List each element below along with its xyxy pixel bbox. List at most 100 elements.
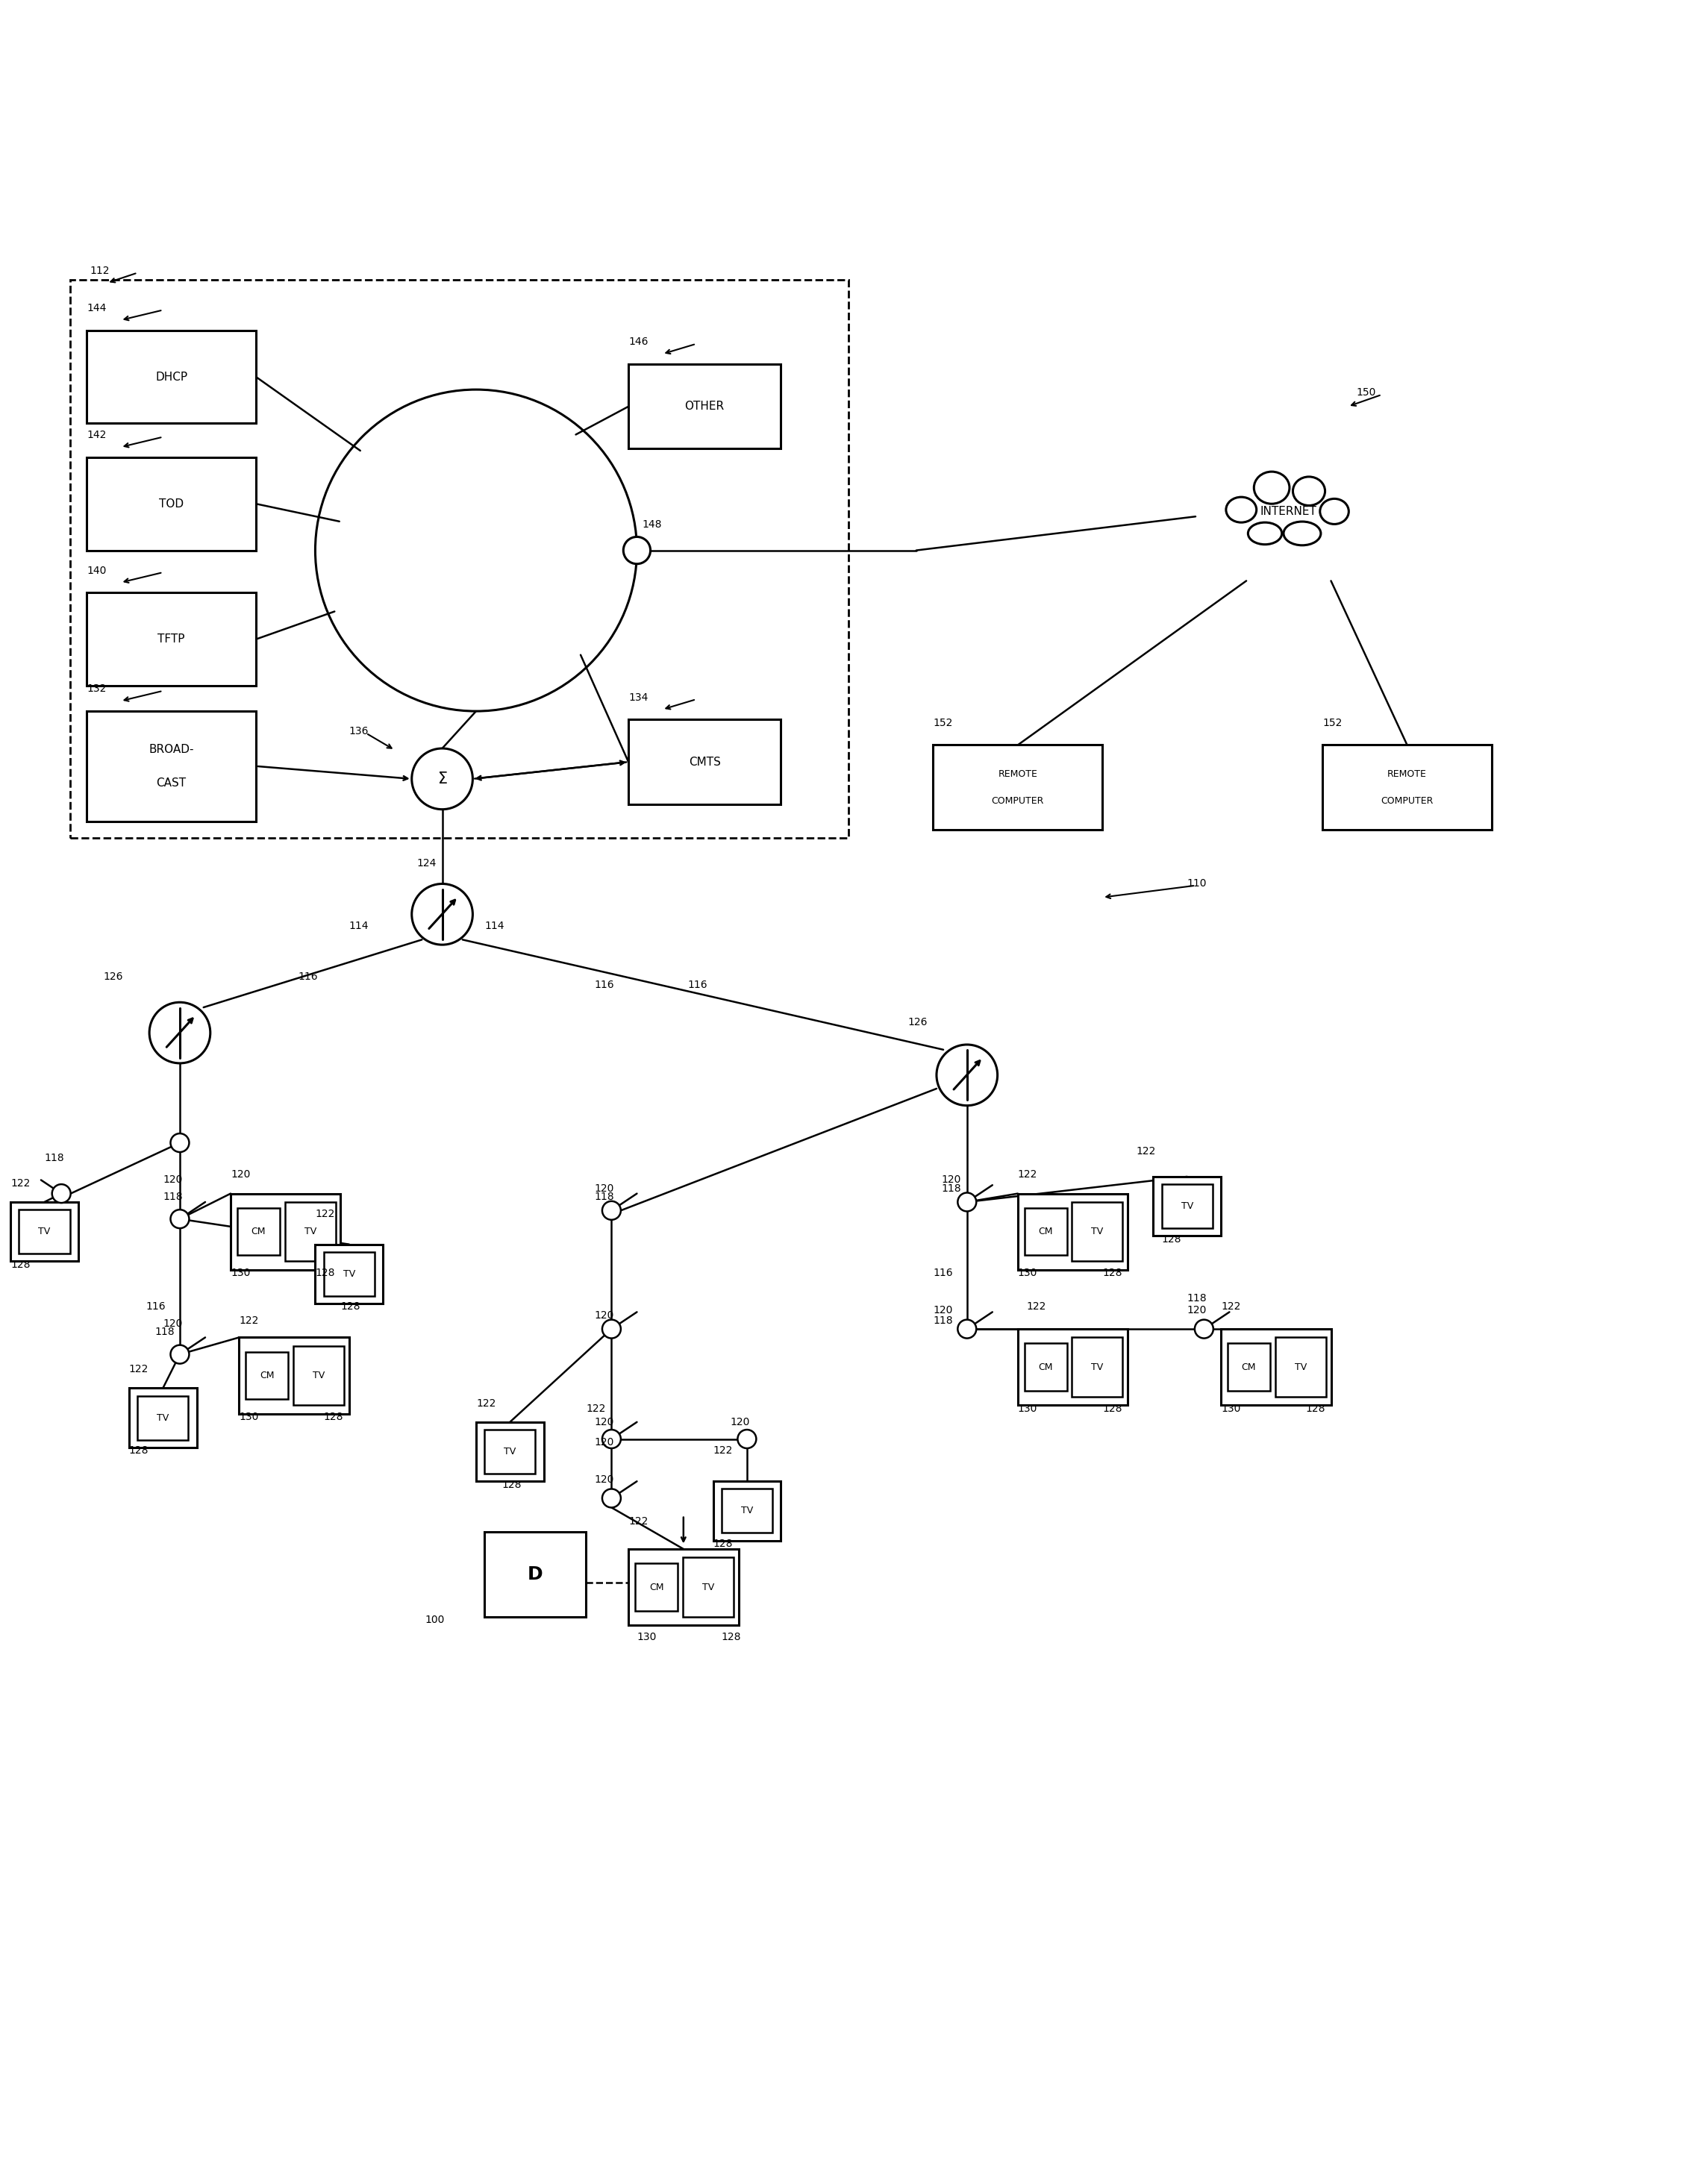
Text: 144: 144 [87, 304, 107, 312]
Text: 128: 128 [316, 1267, 334, 1278]
Circle shape [316, 389, 636, 712]
Text: 120: 120 [942, 1175, 961, 1186]
Text: TV: TV [343, 1269, 355, 1280]
Text: TV: TV [1091, 1363, 1103, 1372]
Circle shape [602, 1201, 621, 1221]
Circle shape [738, 1431, 757, 1448]
Bar [285, 1201, 336, 1262]
Text: 126: 126 [908, 1018, 928, 1029]
Bar [628, 719, 781, 804]
Text: 128: 128 [713, 1538, 733, 1548]
Bar [246, 1352, 288, 1400]
Text: 120: 120 [163, 1319, 183, 1330]
Text: 120: 120 [933, 1306, 952, 1315]
Bar [682, 1557, 733, 1616]
Text: TV: TV [742, 1507, 753, 1516]
Text: DHCP: DHCP [154, 371, 187, 382]
Circle shape [957, 1319, 976, 1339]
Text: 116: 116 [687, 981, 708, 989]
Circle shape [170, 1345, 188, 1363]
Text: 130: 130 [1018, 1402, 1037, 1413]
Text: 128: 128 [1103, 1267, 1122, 1278]
Bar [1154, 1177, 1220, 1236]
Text: D: D [528, 1566, 543, 1583]
Text: CM: CM [251, 1227, 266, 1236]
Circle shape [412, 749, 473, 810]
Text: TV: TV [304, 1227, 316, 1236]
Bar [1025, 1208, 1067, 1256]
Text: 150: 150 [1356, 387, 1376, 397]
Bar [294, 1345, 344, 1404]
Text: 114: 114 [350, 922, 368, 930]
Text: CM: CM [648, 1581, 664, 1592]
Text: 118: 118 [933, 1315, 954, 1326]
Text: TV: TV [1181, 1201, 1193, 1212]
Text: 128: 128 [1162, 1234, 1181, 1245]
Text: 118: 118 [154, 1328, 175, 1337]
Text: COMPUTER: COMPUTER [991, 795, 1044, 806]
Circle shape [149, 1002, 210, 1064]
Text: 128: 128 [324, 1411, 343, 1422]
Text: 118: 118 [942, 1184, 962, 1195]
Bar [713, 1481, 781, 1540]
Text: 116: 116 [594, 981, 614, 989]
Circle shape [1195, 1319, 1213, 1339]
Text: TV: TV [1295, 1363, 1307, 1372]
Text: 122: 122 [713, 1446, 733, 1457]
Text: TV: TV [39, 1227, 51, 1236]
Circle shape [170, 1133, 188, 1153]
Text: 130: 130 [1220, 1402, 1241, 1413]
Text: TV: TV [312, 1372, 324, 1380]
Text: TV: TV [1091, 1227, 1103, 1236]
Text: COMPUTER: COMPUTER [1381, 795, 1434, 806]
Text: 122: 122 [477, 1398, 496, 1409]
Bar [87, 592, 256, 686]
Text: 100: 100 [426, 1614, 445, 1625]
Ellipse shape [1283, 522, 1320, 546]
Bar [137, 1396, 188, 1439]
Text: 118: 118 [44, 1153, 64, 1164]
Bar [1162, 1184, 1212, 1227]
Text: 120: 120 [594, 1310, 614, 1321]
Text: REMOTE: REMOTE [998, 769, 1037, 780]
Text: $\Sigma$: $\Sigma$ [438, 771, 448, 786]
Text: TV: TV [703, 1581, 714, 1592]
Bar [485, 1533, 585, 1616]
Bar [87, 330, 256, 424]
Text: 126: 126 [104, 972, 124, 983]
Text: BROAD-: BROAD- [149, 743, 193, 756]
Bar [628, 365, 781, 448]
Ellipse shape [1293, 476, 1325, 505]
Text: 122: 122 [1018, 1171, 1037, 1179]
Text: 152: 152 [933, 719, 952, 727]
Bar [1073, 1337, 1123, 1398]
Text: 116: 116 [933, 1267, 954, 1278]
Text: 112: 112 [90, 266, 110, 275]
Text: INTERNET: INTERNET [1261, 507, 1317, 518]
Bar [231, 1195, 341, 1269]
Bar [19, 1210, 70, 1254]
Text: 120: 120 [594, 1437, 614, 1448]
Text: 128: 128 [721, 1631, 742, 1642]
Circle shape [957, 1192, 976, 1212]
Text: TOD: TOD [160, 498, 183, 509]
Text: 122: 122 [628, 1516, 648, 1527]
Text: 122: 122 [1220, 1302, 1241, 1313]
Bar [1322, 745, 1492, 830]
Bar [238, 1208, 280, 1256]
Bar [324, 1251, 375, 1295]
Bar [316, 1245, 384, 1304]
Text: 148: 148 [641, 520, 662, 531]
Text: CM: CM [1039, 1363, 1054, 1372]
Bar [87, 712, 256, 821]
Text: 122: 122 [316, 1208, 334, 1219]
Text: 110: 110 [1188, 878, 1207, 889]
Text: TV: TV [156, 1413, 170, 1422]
Ellipse shape [1225, 498, 1256, 522]
Text: OTHER: OTHER [686, 402, 725, 413]
Text: CM: CM [1242, 1363, 1256, 1372]
Text: 120: 120 [163, 1175, 183, 1186]
Text: CAST: CAST [156, 778, 187, 788]
Text: 116: 116 [146, 1302, 166, 1313]
Bar [129, 1389, 197, 1448]
